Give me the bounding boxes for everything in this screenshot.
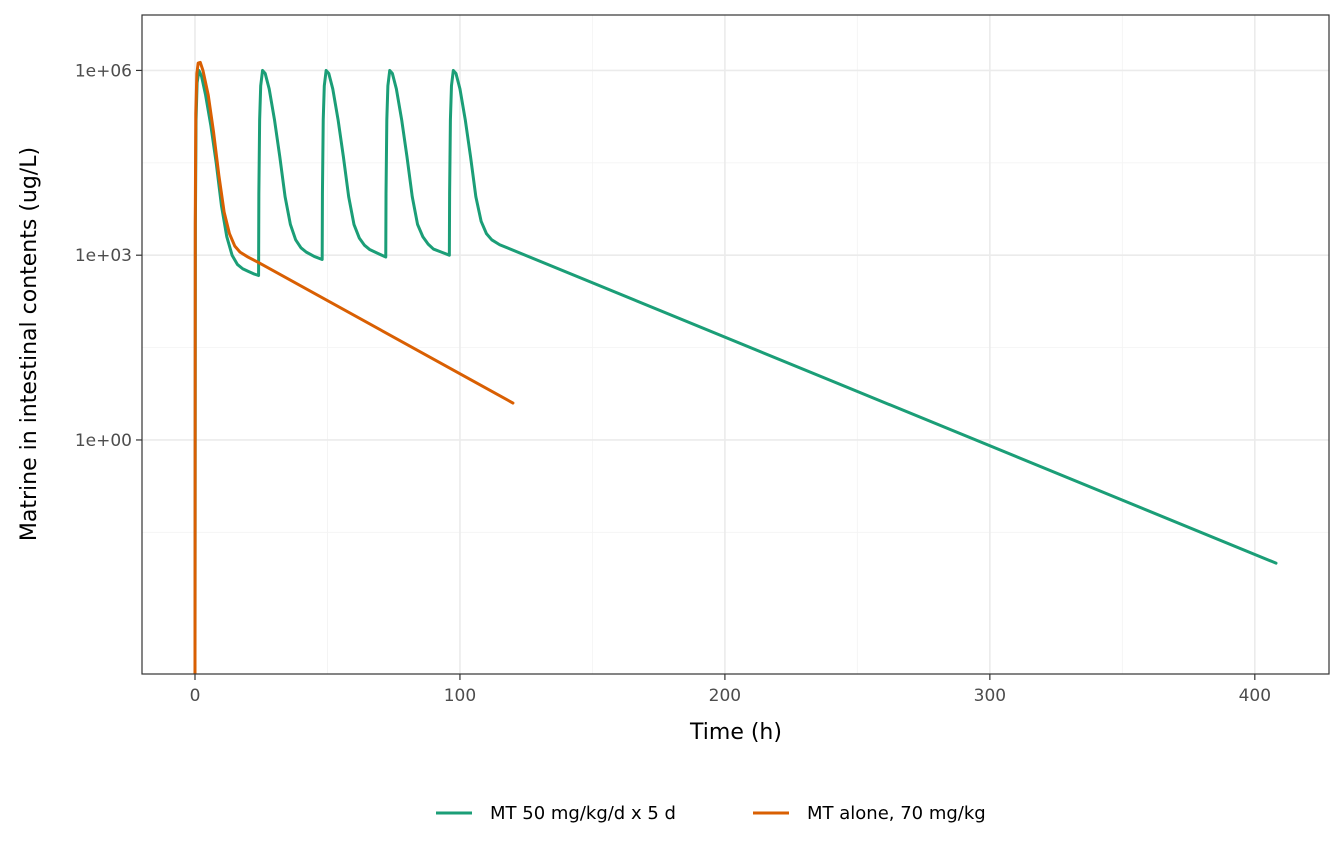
x-axis: 0 100 200 300 400 bbox=[190, 674, 1271, 706]
y-axis: 1e+06 1e+03 1e+00 bbox=[75, 61, 142, 451]
legend-label-1: MT 50 mg/kg/d x 5 d bbox=[490, 803, 676, 824]
y-tick-label: 1e+03 bbox=[75, 246, 132, 266]
x-axis-title: Time (h) bbox=[689, 720, 782, 745]
legend-label-2: MT alone, 70 mg/kg bbox=[807, 803, 986, 824]
y-tick-label: 1e+06 bbox=[75, 61, 132, 81]
y-tick-label: 1e+00 bbox=[75, 431, 132, 451]
plot-panel-background bbox=[142, 15, 1329, 674]
x-tick-label: 400 bbox=[1239, 686, 1271, 706]
x-tick-label: 300 bbox=[974, 686, 1006, 706]
legend: MT 50 mg/kg/d x 5 d MT alone, 70 mg/kg bbox=[436, 803, 986, 824]
series-lines bbox=[193, 60, 1278, 674]
series-line-2 bbox=[193, 60, 515, 674]
x-tick-label: 0 bbox=[190, 686, 201, 706]
plot-panel-border bbox=[141, 14, 1330, 675]
x-tick-label: 200 bbox=[709, 686, 741, 706]
minor-gridlines bbox=[142, 15, 1329, 674]
x-tick-label: 100 bbox=[444, 686, 476, 706]
series-line-1 bbox=[193, 68, 1278, 674]
y-axis-title: Matrine in intestinal contents (ug/L) bbox=[17, 147, 42, 541]
